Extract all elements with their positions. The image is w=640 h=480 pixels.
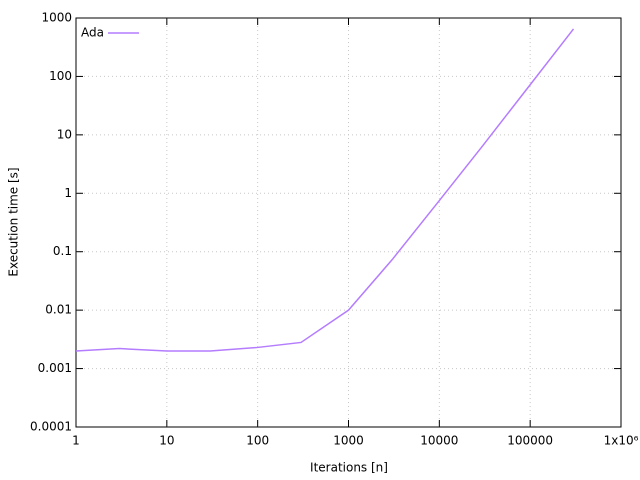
y-tick-label: 0.001 (38, 361, 72, 375)
data-line (75, 28, 575, 352)
x-tick-label: 100 (246, 434, 269, 448)
x-tick-label: 10000 (420, 434, 458, 448)
y-tick-label: 0.01 (45, 303, 72, 317)
x-tick-label: 1000 (333, 434, 364, 448)
y-tick-label: 0.1 (53, 244, 72, 258)
y-tick-label: 0.0001 (30, 420, 72, 434)
y-tick-label: 1 (64, 186, 72, 200)
y-axis-label: Execution time [s] (7, 167, 21, 276)
y-tick-label: 100 (49, 69, 72, 83)
x-tick-label: 10 (159, 434, 174, 448)
x-tick-label: 1x10⁶ (604, 434, 639, 448)
legend-label: Ada (81, 26, 104, 40)
x-axis-label: Iterations [n] (310, 461, 388, 475)
x-tick-label: 1 (72, 434, 80, 448)
y-tick-label: 1000 (41, 11, 72, 25)
x-tick-label: 100000 (507, 434, 553, 448)
y-tick-label: 10 (57, 127, 72, 141)
